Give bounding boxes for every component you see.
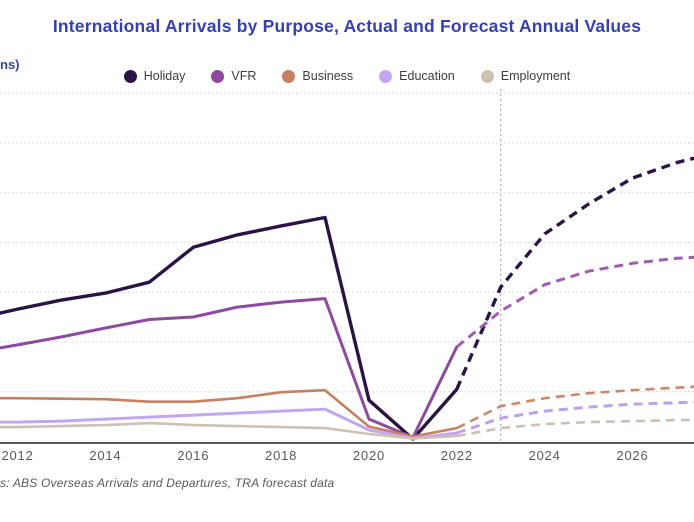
legend-label: Education [399,69,455,83]
legend-dot-holiday [123,69,137,83]
x-tick-2020: 2020 [352,448,386,463]
y-axis-label-fragment: ns) [0,57,20,72]
legend-item-vfr[interactable]: VFR [211,69,256,83]
legend-dot-education [379,69,393,83]
series-line-education-forecast [456,400,694,435]
legend-label: Business [302,69,354,83]
x-tick-2016: 2016 [177,448,210,463]
series-line-holiday-forecast [455,156,694,390]
x-tick-2022: 2022 [440,448,473,463]
x-tick-2012: 2012 [1,448,34,463]
series-line-business-forecast [456,385,694,430]
legend-item-business[interactable]: Business [282,69,353,83]
x-tick-2018: 2018 [265,448,298,463]
x-tick-2014: 2014 [89,448,122,463]
series-line-vfr-actual [0,297,459,439]
legend-dot-vfr [211,69,225,83]
series-line-employment-actual [0,421,459,440]
legend-label: Holiday [143,69,186,83]
legend-label: Employment [500,69,571,83]
series-line-business-actual [0,388,459,438]
legend-item-education[interactable]: Education [379,69,455,83]
chart-title: International Arrivals by Purpose, Actua… [52,16,642,36]
source-note: s: ABS Overseas Arrivals and Departures,… [0,476,335,490]
legend-dot-employment [480,69,494,83]
series-line-education-actual [0,407,459,440]
legend: Holiday VFR Business Education Employment [0,66,694,86]
legend-dot-business [282,69,296,83]
x-tick-2024: 2024 [528,448,561,463]
series-line-vfr-forecast [455,255,694,349]
legend-item-holiday[interactable]: Holiday [123,69,186,83]
series-line-holiday-actual [0,215,459,441]
legend-label: VFR [231,69,257,83]
x-tick-2026: 2026 [616,448,649,463]
legend-item-employment[interactable]: Employment [480,69,571,83]
